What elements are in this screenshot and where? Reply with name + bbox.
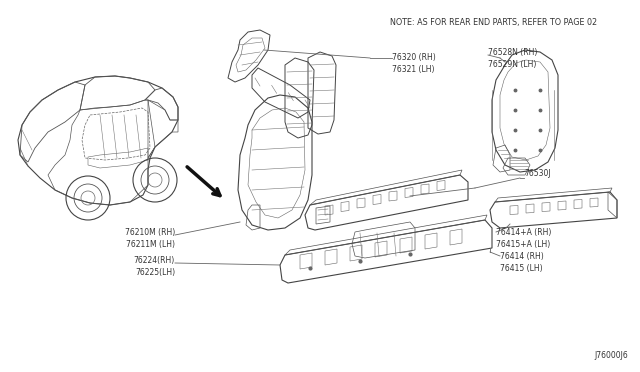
Text: J76000J6: J76000J6 [595,351,628,360]
Text: 76414+A (RH)
76415+A (LH): 76414+A (RH) 76415+A (LH) [496,228,552,249]
Text: 76210M (RH)
76211M (LH): 76210M (RH) 76211M (LH) [125,228,175,249]
Text: 76414 (RH)
76415 (LH): 76414 (RH) 76415 (LH) [500,252,544,273]
Text: 76320 (RH)
76321 (LH): 76320 (RH) 76321 (LH) [392,53,436,74]
Text: NOTE: AS FOR REAR END PARTS, REFER TO PAGE 02: NOTE: AS FOR REAR END PARTS, REFER TO PA… [390,18,597,27]
Text: 76224(RH)
76225(LH): 76224(RH) 76225(LH) [134,256,175,277]
Text: 76530J: 76530J [524,169,550,178]
Text: 76528N (RH)
76529N (LH): 76528N (RH) 76529N (LH) [488,48,538,69]
